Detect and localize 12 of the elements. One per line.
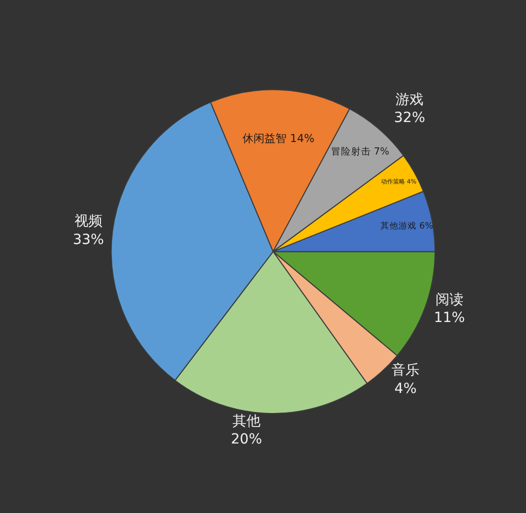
slice-label: 视频	[74, 214, 102, 230]
slice-label: 阅读	[435, 292, 464, 308]
data-label: 11%	[434, 310, 465, 326]
slice-label: 其他	[232, 413, 260, 430]
slice-label: 冒险射击 7%	[330, 145, 390, 158]
data-label: 4%	[394, 380, 417, 397]
data-label: 20%	[230, 432, 262, 448]
text: 游戏 32%	[394, 92, 426, 126]
slice-label: 音乐	[392, 362, 420, 379]
data-label: 33%	[72, 232, 104, 248]
slice-label: 休闲益智 14%	[242, 132, 314, 145]
slice-label: 其他游戏 6%	[380, 220, 433, 232]
